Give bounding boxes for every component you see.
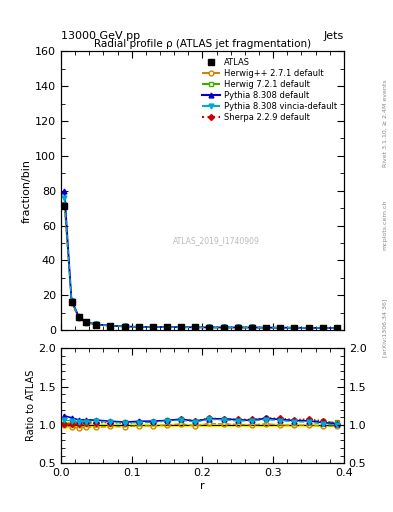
Text: 13000 GeV pp: 13000 GeV pp: [61, 31, 140, 41]
Text: Rivet 3.1.10, ≥ 2.4M events: Rivet 3.1.10, ≥ 2.4M events: [383, 79, 387, 167]
Text: ATLAS_2019_I1740909: ATLAS_2019_I1740909: [173, 237, 260, 245]
Y-axis label: fraction/bin: fraction/bin: [22, 159, 32, 223]
Text: Jets: Jets: [323, 31, 344, 41]
Text: mcplots.cern.ch: mcplots.cern.ch: [383, 200, 387, 250]
Y-axis label: Ratio to ATLAS: Ratio to ATLAS: [26, 370, 35, 441]
X-axis label: r: r: [200, 481, 205, 491]
Title: Radial profile ρ (ATLAS jet fragmentation): Radial profile ρ (ATLAS jet fragmentatio…: [94, 39, 311, 49]
Legend: ATLAS, Herwig++ 2.7.1 default, Herwig 7.2.1 default, Pythia 8.308 default, Pythi: ATLAS, Herwig++ 2.7.1 default, Herwig 7.…: [199, 55, 340, 125]
Text: [arXiv:1306.34 36]: [arXiv:1306.34 36]: [383, 298, 387, 357]
